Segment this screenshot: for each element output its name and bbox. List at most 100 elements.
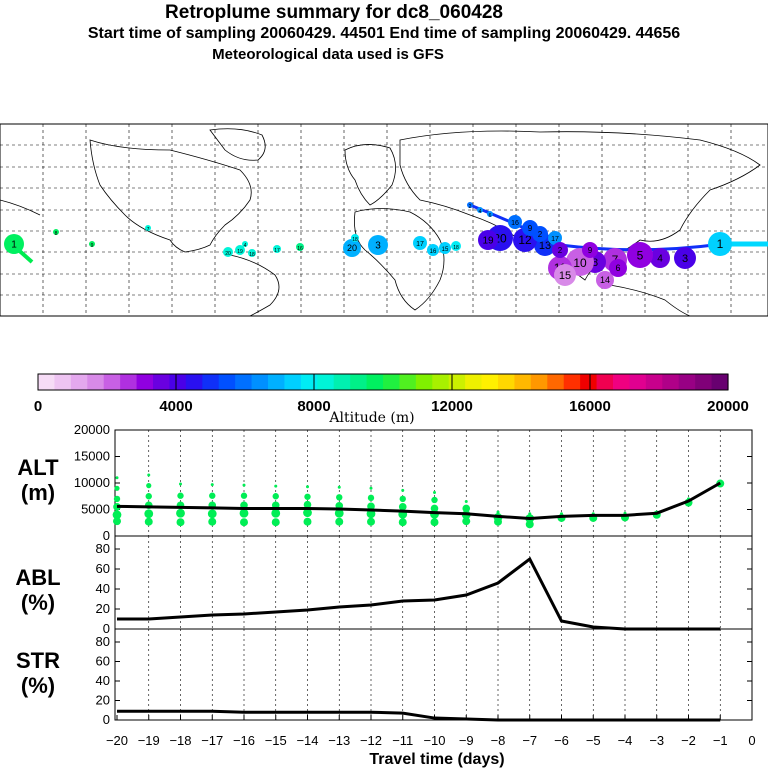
x-tick-label: 0 (748, 733, 755, 748)
sampling-times: Start time of sampling 20060429. 44501 E… (87, 25, 681, 42)
plume-marker: 20 (343, 239, 361, 257)
plume-circle (508, 215, 522, 229)
x-axis-label: Travel time (days) (369, 751, 504, 768)
x-tick-label: −2 (681, 733, 696, 748)
alt-particle (144, 509, 154, 519)
colorbar-cells (38, 374, 729, 390)
plume-circle (145, 225, 151, 231)
plume-marker: 17 (273, 245, 281, 254)
x-tick-label: −4 (618, 733, 633, 748)
plume-label: 17 (416, 241, 424, 248)
x-tick-label: −18 (169, 733, 191, 748)
alt-particle (274, 484, 278, 488)
plume-marker: 18 (451, 241, 461, 251)
colorbar-cell (153, 374, 171, 390)
alt-particle (240, 492, 248, 499)
plume-marker: 17 (548, 231, 562, 245)
alt-particle (303, 500, 312, 509)
alt-particle (337, 485, 341, 489)
plume-circle (351, 234, 359, 242)
colorbar-cell (481, 374, 499, 390)
alt-particle (367, 494, 375, 502)
alt-particle (239, 508, 249, 518)
alt-particle (496, 510, 500, 514)
alt-particle (144, 517, 153, 526)
x-tick-label: −3 (649, 733, 664, 748)
plume-label: 18 (453, 245, 459, 251)
plume-circle (552, 242, 568, 258)
plume-marker: 4 (650, 248, 670, 268)
plume-circle (242, 241, 248, 247)
colorbar-cell (38, 374, 56, 390)
str-label: STR (16, 648, 60, 673)
alt-particle (147, 473, 151, 477)
plume-marker: 16 (508, 215, 522, 229)
colorbar-tick-label: 16000 (569, 398, 611, 415)
plume-label: 20 (347, 243, 357, 253)
plume-marker: 15 (439, 242, 451, 254)
plume-marker: 16 (427, 244, 439, 256)
plume-label: 8 (55, 231, 58, 237)
y-tick-label: 0 (103, 712, 110, 727)
colorbar-cell (284, 374, 302, 390)
world-map: 1345781011151461312201991621732017161518… (0, 123, 768, 317)
colorbar-cell (136, 374, 154, 390)
plume-marker: 1 (4, 234, 24, 254)
alt-particle (367, 502, 375, 511)
plume-marker: 15 (554, 264, 576, 286)
series-line-alt (116, 481, 721, 521)
plume-label: 6 (489, 213, 492, 219)
alt-particle (303, 508, 312, 518)
y-tick-label: 60 (96, 654, 110, 669)
colorbar-cell (350, 374, 368, 390)
plume-marker: 4 (242, 241, 248, 249)
plume-circle (627, 242, 653, 268)
plume-circle (674, 247, 696, 269)
colorbar-cell (662, 374, 680, 390)
plume-label: 8 (592, 257, 598, 269)
plume-label: 15 (442, 247, 449, 253)
x-tick-label: −15 (265, 733, 287, 748)
y-tick-label: 5000 (81, 502, 110, 517)
alt-particle (210, 483, 214, 487)
plume-circle (413, 236, 427, 250)
abl-unit: (%) (21, 590, 55, 615)
colorbar-cell (448, 374, 466, 390)
plume-marker: 9 (582, 242, 598, 258)
colorbar-cell (218, 374, 236, 390)
plume-marker: 3 (368, 235, 388, 255)
y-tick-label: 0 (103, 528, 110, 543)
x-tick-label: −6 (554, 733, 569, 748)
alt-particle (272, 493, 279, 500)
plume-label: 16 (511, 220, 519, 227)
alt-particle (271, 508, 281, 518)
colorbar-cell (366, 374, 384, 390)
alt-particle (399, 495, 406, 503)
plume-label: 2 (538, 230, 543, 239)
alt-particle (242, 483, 246, 487)
x-tick-label: −16 (233, 733, 255, 748)
y-tick-label: 20000 (74, 422, 110, 437)
plume-label: 17 (274, 248, 280, 254)
panel-str: 0 20 40 60 80 (96, 628, 753, 727)
plume-marker: 9 (89, 241, 95, 249)
plume-label: 15 (559, 270, 571, 282)
plume-label: 13 (539, 240, 551, 252)
plume-label: 1 (11, 240, 17, 251)
colorbar-cell (120, 374, 138, 390)
alt-particle (560, 512, 563, 516)
plume-circle (487, 211, 493, 217)
alt-particle (179, 482, 182, 486)
plume-circle (532, 226, 548, 242)
colorbar-cell (678, 374, 696, 390)
panel-alt: 0 5000 10000 15000 20000 (74, 422, 753, 543)
x-tick-label: −9 (459, 733, 474, 748)
alt-particle (177, 492, 184, 499)
plume-circle (235, 245, 245, 255)
colorbar-tick-label: 4000 (159, 398, 192, 415)
plume-marker: 19 (478, 230, 498, 250)
colorbar-cell (580, 374, 598, 390)
plume-circle (273, 245, 281, 253)
colorbar-cell (251, 374, 269, 390)
alt-particle (335, 517, 344, 526)
